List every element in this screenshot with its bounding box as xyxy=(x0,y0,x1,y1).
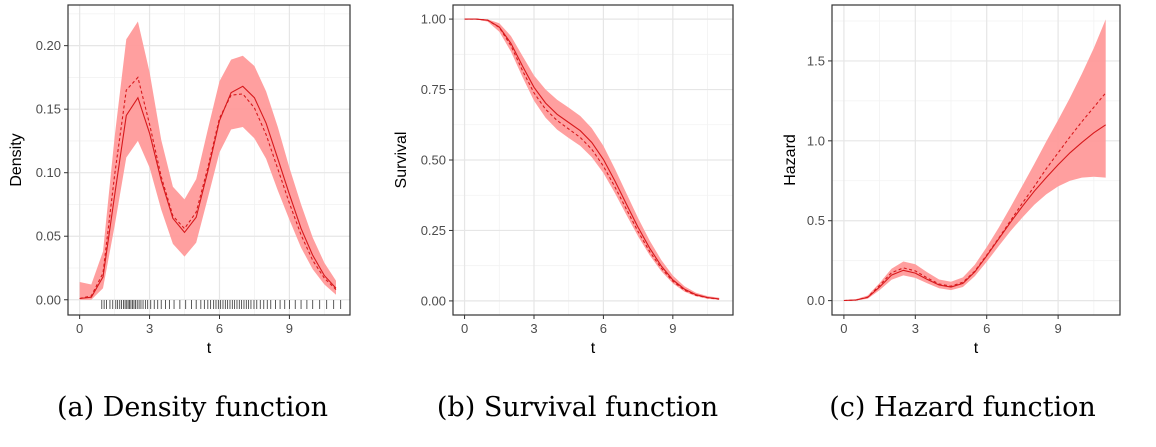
y-axis-title: Survival xyxy=(393,132,410,189)
series-line-dashed xyxy=(464,18,720,300)
x-tick-label: 9 xyxy=(1054,321,1061,336)
caption-density: (a) Density function xyxy=(57,392,328,423)
series-line-solid xyxy=(464,18,720,300)
x-tick-label: 9 xyxy=(286,321,293,336)
caption-survival: (b) Survival function xyxy=(436,392,719,423)
series-line-dashed xyxy=(843,92,1107,302)
series-line-dashed xyxy=(79,76,337,300)
hazard-panel: 0 3 6 9 0.0 0.5 1.0 1.5 t Hazard xyxy=(770,0,1155,375)
y-tick-label: 1.00 xyxy=(421,12,446,27)
confidence-band xyxy=(79,21,336,300)
y-tick-label: 0.25 xyxy=(421,223,446,238)
y-axis-title: Density xyxy=(8,133,25,186)
y-tick-label: 0.00 xyxy=(421,293,446,308)
x-tick-label: 6 xyxy=(216,321,223,336)
density-panel: 0 3 6 9 0.00 0.05 0.10 0.15 0.20 t Density xyxy=(0,0,385,375)
plot-border xyxy=(831,4,1121,316)
x-tick-label: 3 xyxy=(530,321,537,336)
y-tick-label: 0.75 xyxy=(421,82,446,97)
y-tick-label: 0.10 xyxy=(36,165,61,180)
x-tick-label: 6 xyxy=(983,321,990,336)
x-tick-label: 3 xyxy=(146,321,153,336)
y-tick-label: 1.0 xyxy=(807,133,825,148)
series-line-solid xyxy=(79,85,337,300)
x-tick-label: 9 xyxy=(669,321,676,336)
x-tick-label: 0 xyxy=(840,321,847,336)
x-tick-label: 0 xyxy=(461,321,468,336)
x-axis-title: t xyxy=(974,340,979,357)
y-axis-title: Hazard xyxy=(782,134,799,186)
y-tick-label: 0.15 xyxy=(36,102,61,117)
y-tick-label: 0.20 xyxy=(36,38,61,53)
x-tick-label: 6 xyxy=(600,321,607,336)
survival-panel: 0 3 6 9 0.00 0.25 0.50 0.75 1.00 t Survival xyxy=(385,0,770,375)
y-tick-label: 0.0 xyxy=(807,293,825,308)
hazard-chart: 0 3 6 9 0.0 0.5 1.0 1.5 t Hazard xyxy=(782,4,1121,357)
x-tick-label: 0 xyxy=(76,321,83,336)
x-axis-title: t xyxy=(591,340,596,357)
caption-hazard: (c) Hazard function xyxy=(829,392,1096,423)
y-tick-label: 0.00 xyxy=(36,292,61,307)
x-axis-title: t xyxy=(207,340,212,357)
density-chart: 0 3 6 9 0.00 0.05 0.10 0.15 0.20 t Density xyxy=(8,4,351,357)
plot-border xyxy=(67,4,351,316)
y-tick-label: 0.5 xyxy=(807,213,825,228)
survival-chart: 0 3 6 9 0.00 0.25 0.50 0.75 1.00 t Survival xyxy=(393,4,734,357)
y-tick-label: 1.5 xyxy=(807,53,825,68)
x-tick-label: 3 xyxy=(912,321,919,336)
y-tick-label: 0.50 xyxy=(421,153,446,168)
series-line-solid xyxy=(843,124,1107,302)
y-tick-label: 0.05 xyxy=(36,229,61,244)
